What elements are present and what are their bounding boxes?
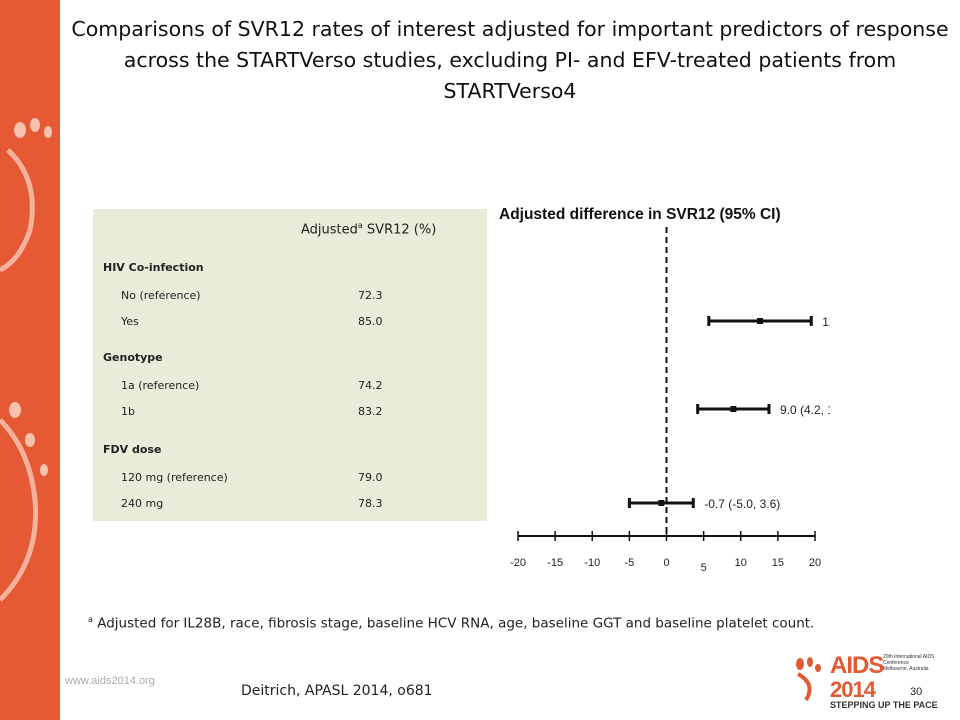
- section-genotype: Genotype: [103, 351, 163, 364]
- x-tick-label: -5: [624, 557, 634, 569]
- table-header-text: Adjusted: [301, 222, 358, 238]
- x-tick-label: 20: [809, 557, 821, 569]
- x-tick-label: 15: [772, 557, 784, 569]
- row-value: 78.3: [358, 497, 383, 510]
- chart-title: Adjusted difference in SVR12 (95% CI): [499, 206, 781, 223]
- aids2014-logo: AIDS 2014 20th International AIDS Confere…: [788, 652, 953, 712]
- slide-title: Comparisons of SVR12 rates of interest a…: [71, 17, 949, 103]
- logo-name: AIDS: [830, 652, 884, 679]
- footprint-logo-icon: [796, 657, 821, 702]
- section-hiv: HIV Co-infection: [103, 261, 204, 274]
- logo-location: Melbourne, Australia: [883, 666, 929, 672]
- logo-wordmark: AIDS 2014: [830, 652, 884, 702]
- point-estimate: [658, 500, 665, 506]
- x-tick-label: 0: [663, 557, 669, 569]
- x-tick-label: -15: [547, 557, 563, 569]
- table-header-sup: a: [357, 221, 363, 230]
- svr-table: Adjusteda SVR12 (%) HIV Co-infection No …: [93, 209, 487, 521]
- footnote-sup: a: [88, 615, 93, 624]
- x-tick-label: -20: [510, 557, 526, 569]
- footprint-decoration-icon: [0, 118, 52, 602]
- website-link[interactable]: www.aids2014.org: [65, 675, 155, 687]
- section-fdv-dose: FDV dose: [103, 443, 162, 456]
- row-label: Yes: [121, 315, 139, 328]
- logo-tagline: STEPPING UP THE PACE: [830, 700, 938, 710]
- forest-plot: -20 -15 -10 -5 0 5 10 15 20 12.6 (5.7, 19.5) 9.0 (…: [510, 227, 830, 574]
- estimate-label: -0.7 (-5.0, 3.6): [704, 497, 780, 511]
- row-value: 72.3: [358, 289, 383, 302]
- point-estimate: [757, 318, 764, 324]
- table-header: Adjusteda SVR12 (%): [301, 221, 436, 237]
- row-label: No (reference): [121, 289, 201, 302]
- row-label: 120 mg (reference): [121, 471, 228, 484]
- row-label: 240 mg: [121, 497, 164, 510]
- x-tick-label: 5: [701, 562, 707, 574]
- citation: Deitrich, APASL 2014, o681: [241, 683, 433, 699]
- table-header-suffix: SVR12 (%): [362, 222, 437, 238]
- x-tick-label: 10: [735, 557, 747, 569]
- logo-conference: 20th International AIDS Conference: [883, 654, 935, 666]
- x-tick-label: -10: [584, 557, 600, 569]
- row-label: 1b: [121, 405, 135, 418]
- estimate-label: 12.6 (5.7, 19.5): [822, 315, 830, 329]
- row-label: 1a (reference): [121, 379, 200, 392]
- row-value: 74.2: [358, 379, 383, 392]
- point-estimate: [730, 406, 737, 412]
- logo-subtext: 20th International AIDS Conference Melbou…: [883, 654, 953, 672]
- footnote-text: Adjusted for IL28B, race, fibrosis stage…: [92, 615, 815, 632]
- side-accent-bar: [0, 0, 60, 720]
- footnote: a Adjusted for IL28B, race, fibrosis sta…: [88, 615, 814, 632]
- row-value: 83.2: [358, 405, 383, 418]
- page-number: 30: [910, 686, 923, 698]
- estimate-label: 9.0 (4.2, 13.8): [780, 403, 830, 417]
- row-value: 79.0: [358, 471, 383, 484]
- row-value: 85.0: [358, 315, 383, 328]
- logo-year: 2014: [830, 677, 876, 702]
